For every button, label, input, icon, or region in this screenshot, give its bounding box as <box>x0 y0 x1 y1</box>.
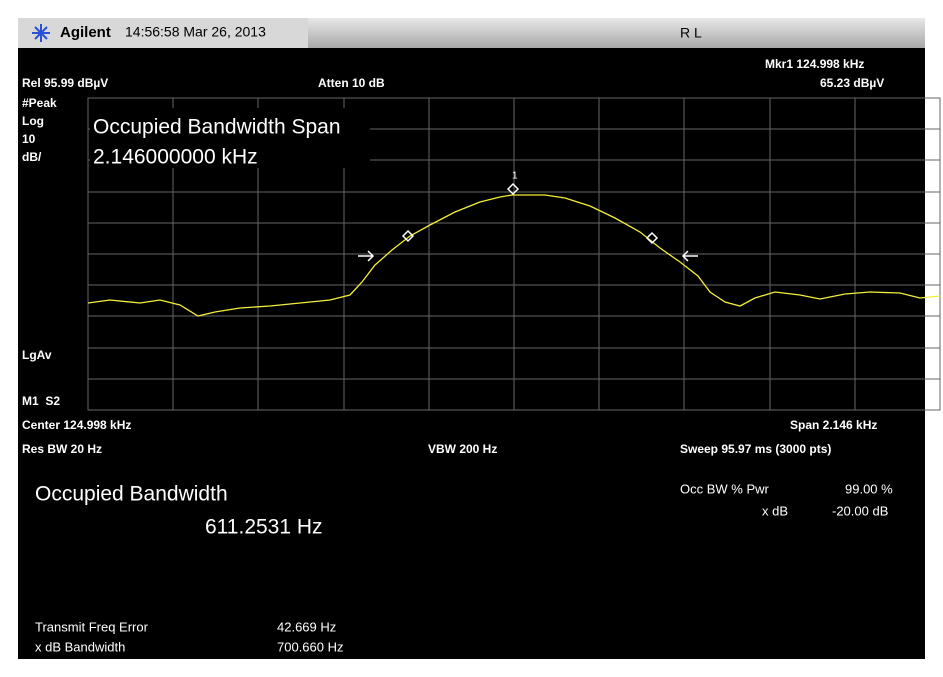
overlay-value: 2.146000000 kHz <box>93 146 258 169</box>
freq-error-value: 42.669 Hz <box>277 619 336 634</box>
attenuation: Atten 10 dB <box>318 76 385 90</box>
overlay-background <box>90 108 370 168</box>
overlay-title: Occupied Bandwidth Span <box>93 116 341 139</box>
left-label: 10 <box>22 132 36 146</box>
marker-symbols <box>358 182 698 262</box>
ref-level: Rel 95.99 dBµV <box>22 76 108 90</box>
result-title: Occupied Bandwidth <box>35 483 228 506</box>
xdb-bw-value: 700.660 Hz <box>277 639 344 654</box>
trace <box>87 194 941 317</box>
mode: R L <box>680 25 702 41</box>
res-bw: Res BW 20 Hz <box>22 442 102 456</box>
freq-error-label: Transmit Freq Error <box>35 619 149 634</box>
brand: Agilent <box>60 24 111 41</box>
header-tab <box>18 18 308 48</box>
occ-bw-label: Occ BW % Pwr <box>680 481 770 496</box>
vbw: VBW 200 Hz <box>428 442 497 456</box>
marker-amplitude: 65.23 dBµV <box>820 76 884 90</box>
sweep: Sweep 95.97 ms (3000 pts) <box>680 442 831 456</box>
marker-number: 1 <box>512 171 518 182</box>
logo <box>32 24 50 42</box>
xdb-bw-label: x dB Bandwidth <box>35 639 125 654</box>
span: Span 2.146 kHz <box>790 418 877 432</box>
result-value: 611.2531 Hz <box>205 516 323 539</box>
left-label: #Peak <box>22 96 57 110</box>
left-label: Log <box>22 114 44 128</box>
marker-label: Mkr1 124.998 kHz <box>765 57 864 71</box>
xdb-value: -20.00 dB <box>832 503 888 518</box>
occ-bw-value: 99.00 % <box>845 481 893 496</box>
left-label: M1 S2 <box>22 394 60 408</box>
left-label: dB/ <box>22 150 42 164</box>
xdb-label: x dB <box>762 503 788 518</box>
timestamp: 14:56:58 Mar 26, 2013 <box>125 24 266 40</box>
center-frequency: Center 124.998 kHz <box>22 418 131 432</box>
left-label: LgAv <box>22 348 52 362</box>
